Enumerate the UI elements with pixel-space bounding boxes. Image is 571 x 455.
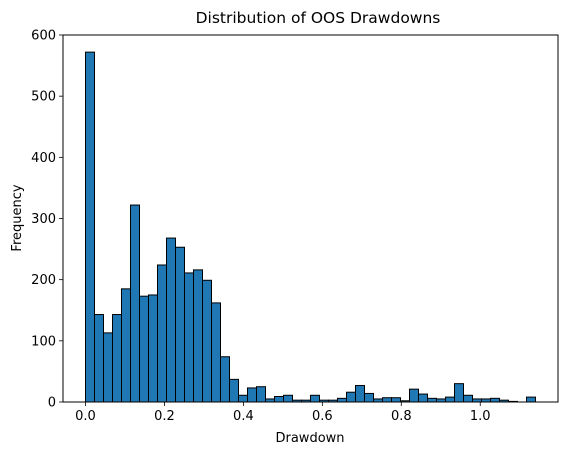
x-tick-label: 0.6 xyxy=(312,409,333,424)
y-axis-ticks: 0 100 200 300 400 500 600 xyxy=(31,29,63,411)
histogram-bar xyxy=(202,279,212,403)
histogram-bar xyxy=(454,383,464,403)
y-tick-label: 600 xyxy=(31,29,56,44)
y-tick-label: 400 xyxy=(31,151,56,166)
x-tick-label: 0.8 xyxy=(391,409,412,424)
histogram-bar xyxy=(112,314,122,403)
histogram-bar xyxy=(220,356,230,403)
bars-group xyxy=(85,51,536,403)
chart-title: Distribution of OOS Drawdowns xyxy=(196,9,441,27)
histogram-bar xyxy=(391,397,401,403)
y-tick-label: 500 xyxy=(31,90,56,105)
histogram-bar xyxy=(247,387,257,403)
histogram-bar xyxy=(427,397,437,403)
histogram-bar xyxy=(175,246,185,403)
histogram-bar xyxy=(445,396,455,403)
histogram-bar xyxy=(94,314,104,403)
histogram-bar xyxy=(274,396,284,403)
x-axis-ticks: 0.0 0.2 0.4 0.6 0.8 1.0 xyxy=(75,402,491,424)
histogram-bar xyxy=(283,394,293,403)
histogram-bar xyxy=(382,397,392,403)
histogram-bar xyxy=(337,397,347,403)
histogram-bar xyxy=(85,51,95,403)
histogram-bar xyxy=(418,393,428,403)
histogram-bar xyxy=(166,237,176,403)
y-tick-label: 200 xyxy=(31,273,56,288)
histogram-bar xyxy=(157,264,167,403)
histogram-bar xyxy=(355,384,365,403)
histogram-bar xyxy=(256,386,266,403)
histogram-bar xyxy=(211,302,221,403)
histogram-bar xyxy=(130,204,140,403)
histogram-bar xyxy=(121,288,131,403)
histogram-bar xyxy=(193,269,203,403)
histogram-bar xyxy=(346,391,356,403)
histogram-bar xyxy=(364,392,374,403)
histogram-bar xyxy=(229,378,239,403)
histogram-bar xyxy=(490,397,500,403)
histogram-bar xyxy=(103,332,113,403)
histogram-bar xyxy=(310,394,320,403)
x-tick-label: 0.0 xyxy=(75,409,96,424)
histogram-bar xyxy=(139,295,149,403)
histogram-bar xyxy=(463,394,473,403)
x-axis-label: Drawdown xyxy=(275,431,344,446)
histogram-bar xyxy=(526,396,536,403)
y-tick-label: 100 xyxy=(31,334,56,349)
x-tick-label: 0.2 xyxy=(154,409,175,424)
histogram-bar xyxy=(148,294,158,403)
x-tick-label: 1.0 xyxy=(470,409,491,424)
histogram-bar xyxy=(238,394,248,403)
histogram-bar xyxy=(409,388,419,403)
histogram-bar xyxy=(184,272,194,403)
x-tick-label: 0.4 xyxy=(233,409,254,424)
y-axis-label: Frequency xyxy=(10,184,25,251)
plot-frame xyxy=(62,34,559,403)
y-tick-label: 300 xyxy=(31,212,56,227)
y-tick-label: 0 xyxy=(48,396,56,411)
